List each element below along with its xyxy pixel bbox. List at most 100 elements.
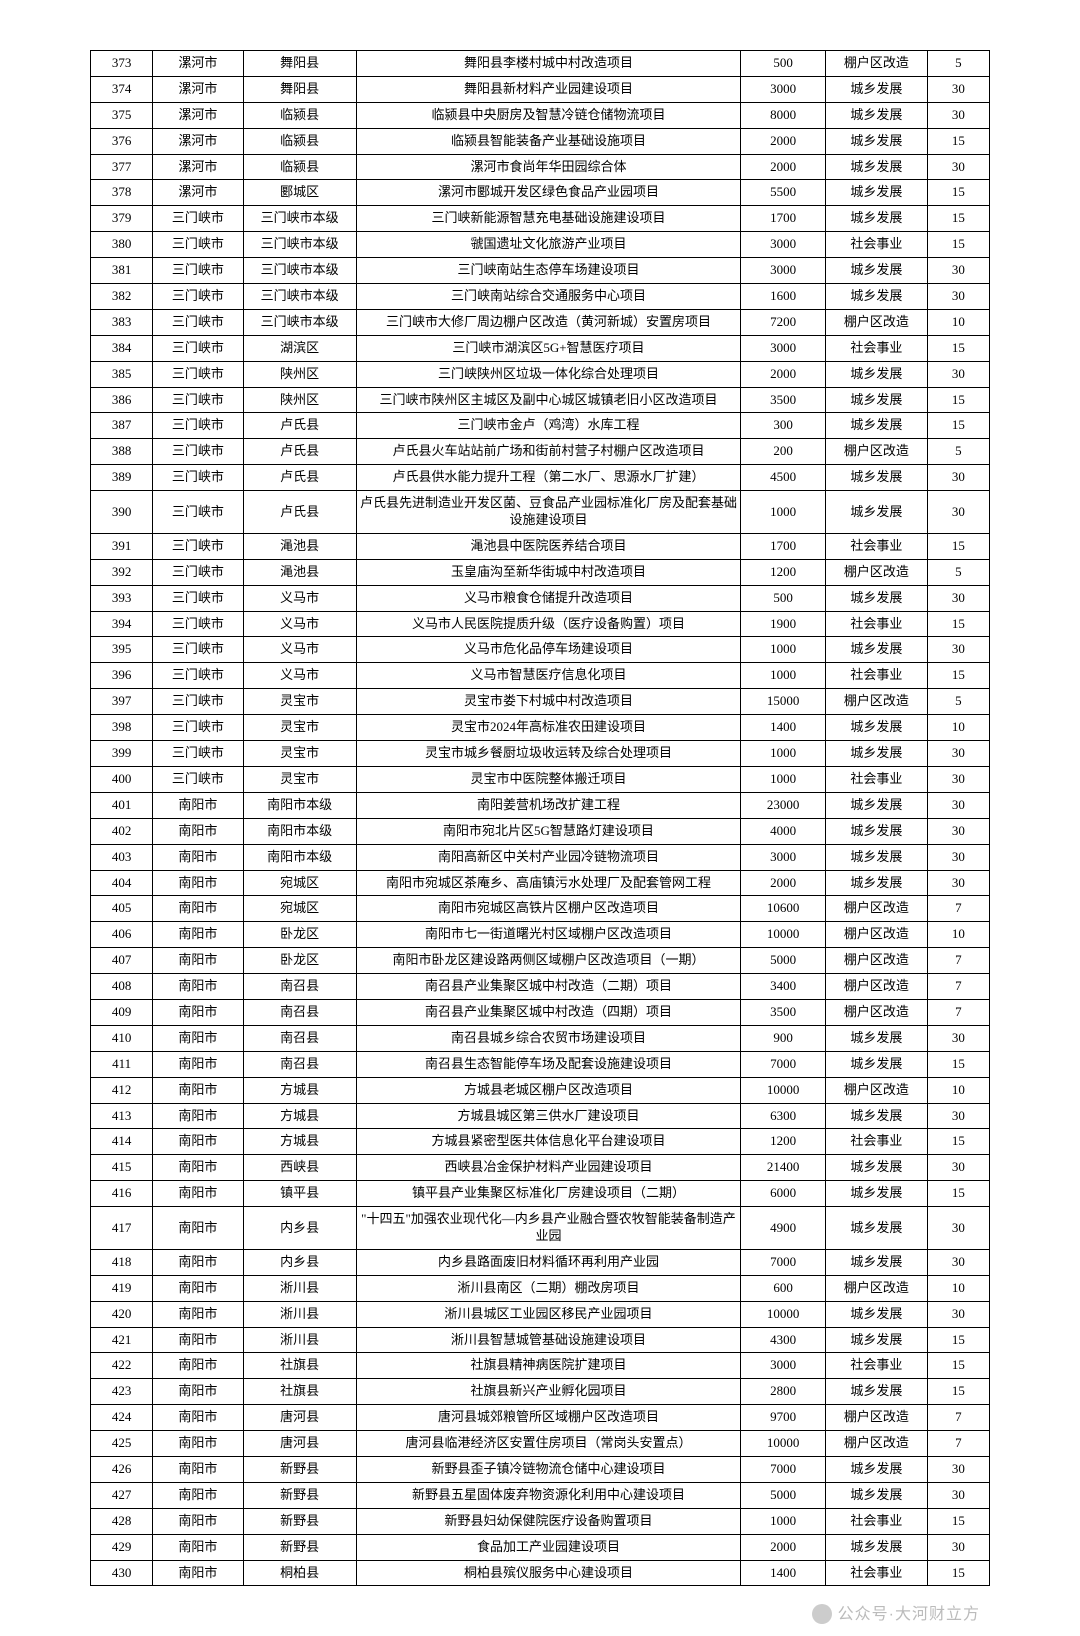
cell-category: 城乡发展 [825,128,927,154]
cell-idx: 413 [91,1103,153,1129]
cell-last: 30 [927,792,989,818]
cell-project: 社旗县新兴产业孵化园项目 [356,1379,740,1405]
table-row: 388三门峡市卢氏县卢氏县火车站站前广场和街前村营子村棚户区改造项目200棚户区… [91,439,990,465]
table-row: 424南阳市唐河县唐河县城郊粮管所区域棚户区改造项目9700棚户区改造7 [91,1405,990,1431]
cell-project: 镇平县产业集聚区标准化厂房建设项目（二期） [356,1181,740,1207]
cell-county: 临颍县 [243,154,356,180]
cell-last: 30 [927,1103,989,1129]
cell-city: 漯河市 [153,180,243,206]
cell-amount: 1000 [741,491,826,534]
cell-city: 南阳市 [153,1077,243,1103]
cell-category: 城乡发展 [825,1249,927,1275]
cell-idx: 412 [91,1077,153,1103]
cell-last: 10 [927,309,989,335]
cell-amount: 600 [741,1275,826,1301]
cell-county: 卧龙区 [243,922,356,948]
cell-city: 三门峡市 [153,413,243,439]
cell-idx: 426 [91,1456,153,1482]
cell-county: 南召县 [243,1025,356,1051]
table-row: 416南阳市镇平县镇平县产业集聚区标准化厂房建设项目（二期）6000城乡发展15 [91,1181,990,1207]
cell-idx: 421 [91,1327,153,1353]
cell-amount: 1400 [741,1560,826,1586]
cell-idx: 420 [91,1301,153,1327]
cell-county: 方城县 [243,1077,356,1103]
cell-category: 社会事业 [825,611,927,637]
cell-idx: 424 [91,1405,153,1431]
cell-county: 郾城区 [243,180,356,206]
table-row: 399三门峡市灵宝市灵宝市城乡餐厨垃圾收运转及综合处理项目1000城乡发展30 [91,741,990,767]
cell-project: 灵宝市中医院整体搬迁项目 [356,766,740,792]
cell-county: 新野县 [243,1508,356,1534]
table-row: 384三门峡市湖滨区三门峡市湖滨区5G+智慧医疗项目3000社会事业15 [91,335,990,361]
cell-city: 三门峡市 [153,715,243,741]
cell-amount: 10000 [741,1301,826,1327]
cell-amount: 900 [741,1025,826,1051]
cell-county: 陕州区 [243,387,356,413]
cell-city: 南阳市 [153,792,243,818]
cell-city: 三门峡市 [153,637,243,663]
cell-county: 新野县 [243,1456,356,1482]
cell-project: 南阳市卧龙区建设路两侧区域棚户区改造项目（一期） [356,948,740,974]
cell-amount: 2000 [741,361,826,387]
cell-idx: 385 [91,361,153,387]
cell-last: 15 [927,1181,989,1207]
cell-city: 三门峡市 [153,533,243,559]
cell-city: 三门峡市 [153,232,243,258]
cell-county: 湖滨区 [243,335,356,361]
table-row: 412南阳市方城县方城县老城区棚户区改造项目10000棚户区改造10 [91,1077,990,1103]
cell-amount: 2000 [741,154,826,180]
cell-city: 三门峡市 [153,741,243,767]
cell-category: 棚户区改造 [825,999,927,1025]
table-row: 400三门峡市灵宝市灵宝市中医院整体搬迁项目1000社会事业30 [91,766,990,792]
table-row: 413南阳市方城县方城县城区第三供水厂建设项目6300城乡发展30 [91,1103,990,1129]
cell-project: 新野县妇幼保健院医疗设备购置项目 [356,1508,740,1534]
cell-project: 唐河县城郊粮管所区域棚户区改造项目 [356,1405,740,1431]
cell-amount: 7000 [741,1249,826,1275]
cell-county: 社旗县 [243,1379,356,1405]
wechat-icon [812,1604,832,1624]
cell-last: 15 [927,335,989,361]
cell-amount: 21400 [741,1155,826,1181]
cell-idx: 380 [91,232,153,258]
cell-city: 南阳市 [153,922,243,948]
cell-last: 30 [927,585,989,611]
cell-category: 城乡发展 [825,387,927,413]
table-row: 393三门峡市义马市义马市粮食仓储提升改造项目500城乡发展30 [91,585,990,611]
cell-city: 三门峡市 [153,611,243,637]
cell-last: 30 [927,1456,989,1482]
cell-project: 淅川县南区（二期）棚改房项目 [356,1275,740,1301]
cell-amount: 2000 [741,1534,826,1560]
table-row: 411南阳市南召县南召县生态智能停车场及配套设施建设项目7000城乡发展15 [91,1051,990,1077]
cell-category: 城乡发展 [825,180,927,206]
cell-category: 城乡发展 [825,741,927,767]
cell-amount: 5000 [741,1482,826,1508]
cell-county: 三门峡市本级 [243,284,356,310]
cell-category: 城乡发展 [825,585,927,611]
cell-project: 灵宝市2024年高标准农田建设项目 [356,715,740,741]
cell-city: 三门峡市 [153,465,243,491]
cell-idx: 399 [91,741,153,767]
cell-project: 义马市智慧医疗信息化项目 [356,663,740,689]
cell-project: 唐河县临港经济区安置住房项目（常岗头安置点） [356,1431,740,1457]
cell-city: 南阳市 [153,1431,243,1457]
table-row: 392三门峡市渑池县玉皇庙沟至新华街城中村改造项目1200棚户区改造5 [91,559,990,585]
cell-category: 城乡发展 [825,1051,927,1077]
cell-county: 社旗县 [243,1353,356,1379]
table-row: 387三门峡市卢氏县三门峡市金卢（鸡湾）水库工程300城乡发展15 [91,413,990,439]
cell-amount: 9700 [741,1405,826,1431]
cell-amount: 4500 [741,465,826,491]
cell-county: 卢氏县 [243,465,356,491]
cell-last: 5 [927,51,989,77]
cell-project: 南阳高新区中关村产业园冷链物流项目 [356,844,740,870]
cell-county: 临颍县 [243,128,356,154]
cell-last: 30 [927,1155,989,1181]
cell-idx: 419 [91,1275,153,1301]
table-row: 408南阳市南召县南召县产业集聚区城中村改造（二期）项目3400棚户区改造7 [91,974,990,1000]
cell-project: 玉皇庙沟至新华街城中村改造项目 [356,559,740,585]
cell-county: 内乡县 [243,1249,356,1275]
table-row: 418南阳市内乡县内乡县路面废旧材料循环再利用产业园7000城乡发展30 [91,1249,990,1275]
cell-project: 三门峡市大修厂周边棚户区改造（黄河新城）安置房项目 [356,309,740,335]
cell-idx: 390 [91,491,153,534]
cell-project: 渑池县中医院医养结合项目 [356,533,740,559]
table-row: 425南阳市唐河县唐河县临港经济区安置住房项目（常岗头安置点）10000棚户区改… [91,1431,990,1457]
